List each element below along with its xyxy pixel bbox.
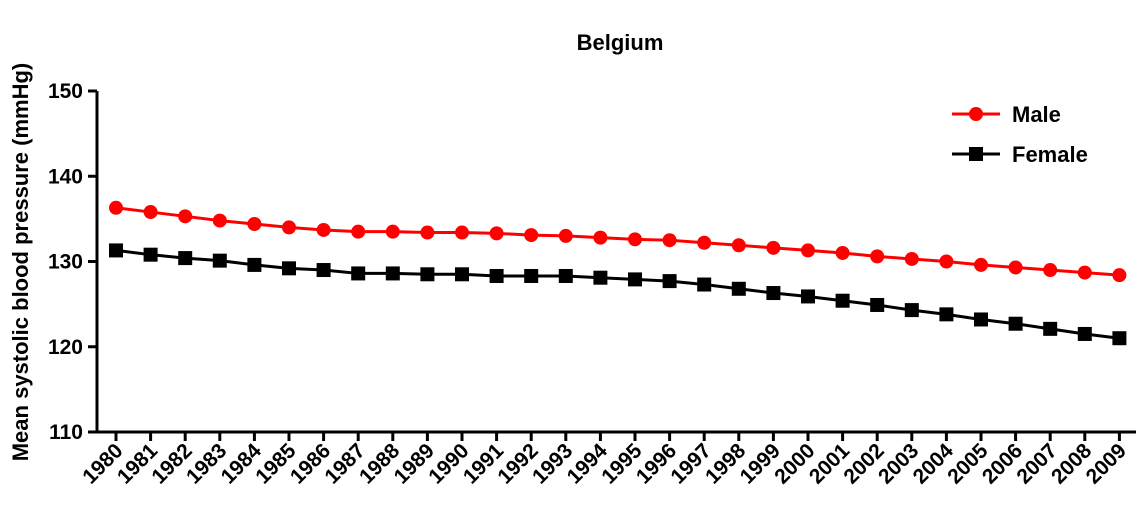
data-point [801, 243, 815, 258]
data-point [282, 220, 296, 235]
y-tick-label: 130 [48, 251, 83, 274]
data-point [1043, 321, 1058, 336]
legend-label: Female [1012, 142, 1088, 167]
data-point [109, 243, 123, 258]
series-male [109, 200, 1127, 283]
data-point [247, 257, 262, 272]
data-point [628, 232, 642, 247]
data-point [628, 272, 642, 287]
data-point [212, 213, 227, 228]
legend-marker [969, 147, 983, 161]
legend: Male Female [952, 102, 1088, 167]
data-point [766, 240, 781, 255]
data-point [247, 216, 262, 231]
data-point [109, 200, 123, 215]
data-point [731, 281, 746, 296]
data-point [524, 228, 539, 243]
data-point [1112, 331, 1127, 346]
data-point [420, 225, 435, 240]
data-point [1077, 326, 1092, 341]
y-axis-label: Mean systolic blood pressure (mmHg) [8, 63, 33, 462]
data-point [662, 274, 677, 289]
data-point [316, 263, 331, 278]
legend-marker [969, 107, 983, 121]
data-point [870, 249, 885, 264]
data-point [420, 267, 435, 282]
data-point [178, 209, 193, 224]
data-point [766, 286, 781, 301]
data-point [939, 307, 954, 322]
data-point [939, 254, 954, 269]
data-point [385, 266, 400, 281]
data-point [489, 268, 504, 283]
data-point [904, 251, 919, 266]
data-point [593, 230, 608, 245]
data-point [178, 251, 193, 266]
data-point [1008, 316, 1023, 331]
data-point [870, 297, 885, 312]
data-point [489, 226, 504, 241]
legend-item: Male [952, 102, 1061, 127]
data-point [904, 303, 919, 318]
series-female [109, 243, 1127, 346]
y-tick-label: 120 [48, 336, 83, 359]
axes: 1101201301401501980198119821983198419851… [48, 80, 1136, 489]
legend-item: Female [952, 142, 1088, 167]
data-point [835, 245, 850, 260]
data-point [558, 268, 573, 283]
x-tick-label: 2009 [1082, 439, 1131, 488]
data-point [662, 233, 677, 248]
y-tick-label: 110 [49, 421, 83, 444]
data-point [143, 205, 158, 220]
data-point [974, 257, 988, 272]
series-layer [109, 200, 1127, 346]
data-point [558, 228, 573, 243]
data-point [1043, 263, 1058, 278]
legend-label: Male [1012, 102, 1061, 127]
data-point [835, 293, 850, 308]
data-point [351, 224, 366, 239]
data-point [1008, 260, 1023, 275]
data-point [385, 224, 400, 239]
data-point [455, 225, 469, 240]
y-tick-label: 150 [48, 80, 83, 103]
data-point [1112, 268, 1127, 283]
data-point [316, 222, 331, 237]
y-tick-label: 140 [48, 165, 83, 188]
data-point [143, 247, 158, 262]
data-point [524, 268, 539, 283]
data-point [282, 261, 296, 276]
data-point [1077, 265, 1092, 280]
chart-title: Belgium [577, 30, 664, 55]
data-point [212, 253, 227, 268]
data-point [697, 235, 712, 250]
data-point [351, 266, 366, 281]
data-point [455, 267, 469, 282]
data-point [731, 238, 746, 253]
data-point [593, 270, 608, 285]
data-point [697, 277, 712, 292]
data-point [974, 312, 988, 327]
data-point [801, 289, 815, 304]
